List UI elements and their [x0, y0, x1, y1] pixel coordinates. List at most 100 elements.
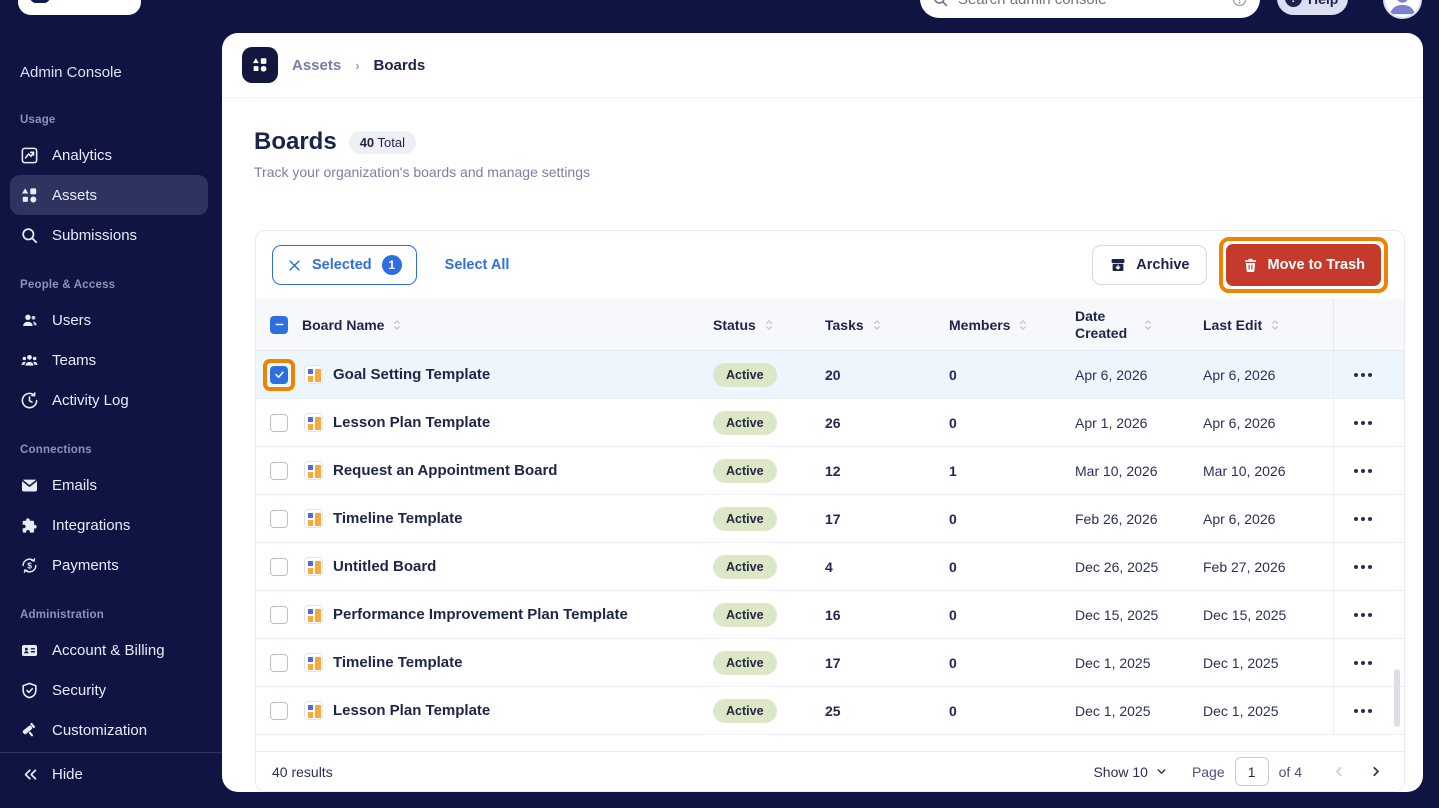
sidebar-item-teams[interactable]: Teams	[10, 340, 208, 380]
row-checkbox[interactable]	[270, 413, 288, 432]
total-badge: 40 Total	[348, 130, 417, 154]
previous-page-button[interactable]	[1326, 759, 1352, 785]
row-actions-button[interactable]	[1348, 703, 1378, 719]
column-header-board-name[interactable]: Board Name	[302, 317, 713, 333]
table-row[interactable]: Timeline Template Active 17 0 Feb 26, 20…	[256, 495, 1404, 543]
hide-label: Hide	[52, 765, 83, 783]
table-footer: 40 results Show 10 Page of 4	[256, 751, 1404, 791]
row-checkbox[interactable]	[270, 365, 288, 384]
column-header-tasks[interactable]: Tasks	[825, 317, 949, 333]
next-page-button[interactable]	[1362, 759, 1388, 785]
board-name[interactable]: Lesson Plan Template	[333, 702, 491, 719]
row-actions-button[interactable]	[1348, 607, 1378, 623]
highlight-ring-checkbox	[263, 358, 295, 391]
table-row[interactable]: Timeline Template Active 17 0 Dec 1, 202…	[256, 639, 1404, 687]
user-avatar[interactable]	[1383, 0, 1422, 19]
row-checkbox[interactable]	[270, 509, 288, 528]
last-edit: Dec 1, 2025	[1203, 702, 1279, 719]
column-header-last-edit[interactable]: Last Edit	[1203, 317, 1333, 333]
row-actions-button[interactable]	[1348, 463, 1378, 479]
row-checkbox[interactable]	[270, 701, 288, 720]
help-button[interactable]: ? Help	[1277, 0, 1348, 15]
archive-label: Archive	[1136, 257, 1190, 273]
column-header-status[interactable]: Status	[713, 317, 825, 333]
table-row[interactable]: Goal Setting Template Active 20 0 Apr 6,…	[256, 351, 1404, 399]
help-icon: ?	[1285, 0, 1302, 7]
search-input[interactable]	[958, 0, 1222, 8]
board-name[interactable]: Untitled Board	[333, 558, 437, 575]
select-all-button[interactable]: Select All	[444, 257, 510, 273]
logo-icon	[30, 0, 50, 3]
sidebar-item-activity-log[interactable]: Activity Log	[10, 380, 208, 420]
shield-check-icon	[22, 682, 37, 698]
table-scrollbar[interactable]	[1394, 669, 1400, 727]
sidebar-item-label: Payments	[52, 556, 119, 574]
row-actions-button[interactable]	[1348, 559, 1378, 575]
board-name[interactable]: Lesson Plan Template	[333, 414, 491, 431]
chevron-right-icon: ›	[355, 57, 360, 73]
table-row[interactable]: Performance Improvement Plan Template Ac…	[256, 591, 1404, 639]
tasks-count: 25	[825, 702, 841, 719]
status-badge: Active	[713, 362, 777, 387]
sidebar-item-label: Integrations	[52, 516, 131, 534]
row-actions-button[interactable]	[1348, 367, 1378, 383]
sidebar-item-payments[interactable]: $ Payments	[10, 545, 208, 585]
sidebar-item-label: Account & Billing	[52, 641, 165, 659]
row-checkbox[interactable]	[270, 557, 288, 576]
board-icon	[304, 365, 323, 384]
column-header-date-created[interactable]: Date Created	[1075, 308, 1203, 341]
row-checkbox[interactable]	[270, 653, 288, 672]
sidebar-item-customization[interactable]: Customization	[10, 710, 208, 750]
sidebar: ACME Admin Console Usage Analytics Asset…	[0, 0, 222, 808]
table-row[interactable]: Lesson Plan Template Active 26 0 Apr 1, …	[256, 399, 1404, 447]
sidebar-item-account-billing[interactable]: Account & Billing	[10, 630, 208, 670]
sidebar-item-label: Security	[52, 681, 107, 699]
table-row[interactable]: Lesson Plan Template Active 25 0 Dec 1, …	[256, 687, 1404, 735]
board-name[interactable]: Timeline Template	[333, 510, 463, 527]
date-created: Feb 26, 2026	[1075, 510, 1158, 527]
date-created: Apr 6, 2026	[1075, 366, 1148, 383]
assets-icon	[252, 58, 267, 72]
sort-icon	[1272, 319, 1279, 330]
page-number-input[interactable]	[1234, 757, 1269, 786]
archive-button[interactable]: Archive	[1092, 245, 1207, 285]
table-row[interactable]: Untitled Board Active 4 0 Dec 26, 2025 F…	[256, 543, 1404, 591]
board-name[interactable]: Request an Appointment Board	[333, 462, 558, 479]
clear-selection-button[interactable]: Selected 1	[272, 245, 417, 285]
board-name[interactable]: Performance Improvement Plan Template	[333, 606, 628, 623]
sidebar-item-users[interactable]: Users	[10, 300, 208, 340]
svg-text:$: $	[27, 560, 32, 570]
row-actions-button[interactable]	[1348, 511, 1378, 527]
tasks-count: 20	[825, 366, 841, 383]
board-name[interactable]: Timeline Template	[333, 654, 463, 671]
column-header-members[interactable]: Members	[949, 317, 1075, 333]
sidebar-item-assets[interactable]: Assets	[10, 175, 208, 215]
search-icon	[934, 0, 948, 6]
question-circle-icon[interactable]	[1231, 0, 1248, 8]
sidebar-item-integrations[interactable]: Integrations	[10, 505, 208, 545]
row-actions-button[interactable]	[1348, 415, 1378, 431]
row-checkbox[interactable]	[270, 461, 288, 480]
page-size-select[interactable]: Show 10	[1093, 764, 1167, 780]
breadcrumb-assets[interactable]: Assets	[292, 56, 342, 74]
move-to-trash-button[interactable]: Move to Trash	[1225, 244, 1381, 286]
sidebar-hide-button[interactable]: Hide	[0, 752, 222, 795]
assets-icon	[21, 187, 37, 202]
board-name[interactable]: Goal Setting Template	[333, 366, 491, 383]
sidebar-item-submissions[interactable]: Submissions	[10, 215, 208, 255]
sidebar-item-emails[interactable]: Emails	[10, 465, 208, 505]
sidebar-item-security[interactable]: Security	[10, 670, 208, 710]
table-row[interactable]: Request an Appointment Board Active 12 1…	[256, 447, 1404, 495]
row-checkbox[interactable]	[270, 605, 288, 624]
section-label-administration: Administration	[20, 609, 104, 621]
page-size-label: Show 10	[1093, 763, 1148, 780]
select-all-checkbox[interactable]	[270, 315, 288, 334]
row-actions-button[interactable]	[1348, 655, 1378, 671]
admin-search[interactable]	[920, 0, 1260, 18]
sidebar-item-analytics[interactable]: Analytics	[10, 135, 208, 175]
logo[interactable]: ACME	[18, 0, 141, 15]
members-count: 1	[949, 462, 957, 479]
last-edit: Mar 10, 2026	[1203, 462, 1286, 479]
sidebar-item-label: Submissions	[52, 226, 138, 244]
